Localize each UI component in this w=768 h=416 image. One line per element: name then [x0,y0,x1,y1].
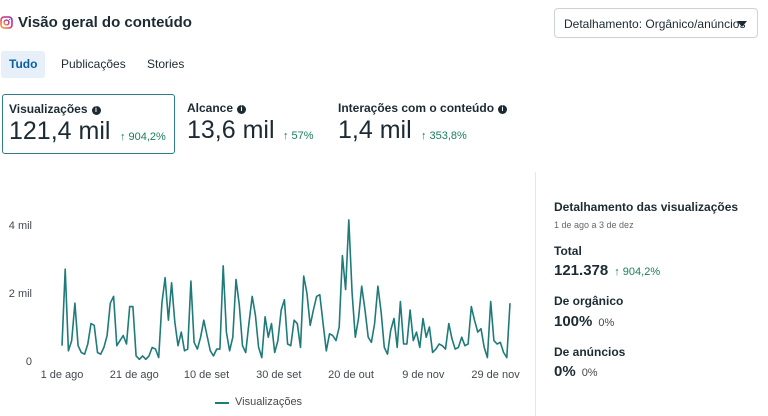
y-tick-label: 4 mil [9,220,32,232]
x-tick-label: 29 de nov [471,369,520,381]
instagram-icon [0,16,13,29]
organic-sub: 0% [598,317,615,329]
metric-change: ↑ 353,8% [421,130,467,142]
organic-label: De orgânico [554,294,624,308]
metric-card-interacoes[interactable]: Interações com o conteúdo i 1,4 mil ↑ 353,… [338,94,528,154]
y-tick-label: 2 mil [9,288,32,300]
metric-value: 1,4 mil [338,116,412,144]
page-title: Visão geral do conteúdo [18,14,192,31]
metric-card-alcance[interactable]: Alcance i 13,6 mil ↑ 57% [187,94,327,154]
tab-tudo[interactable]: Tudo [1,51,46,78]
metric-change: ↑ 57% [283,130,314,142]
metric-label: Alcance i [187,101,247,115]
metric-value: 121,4 mil [9,117,111,145]
total-label: Total [554,244,582,258]
info-icon[interactable]: i [237,105,247,114]
caret-down-icon [737,21,747,27]
ads-value: 0% 0% [554,363,598,380]
vertical-divider [535,172,536,416]
header: Visão geral do conteúdo Detalhamento: Or… [0,0,768,48]
total-value: 121.378 ↑ 904,2% [554,262,661,279]
breakdown-date-range: 1 de ago a 3 de dez [554,220,634,230]
breakdown-dropdown[interactable]: Detalhamento: Orgânico/anúncios [554,8,758,38]
legend-label: Visualizações [235,396,303,408]
x-tick-label: 30 de set [256,369,301,381]
y-tick-label: 0 [26,356,32,368]
metric-label: Visualizações i [9,102,101,116]
metric-change: ↑ 904,2% [120,131,166,143]
y-axis: 0 2 mil 4 mil [9,220,32,368]
x-tick-label: 10 de set [184,369,229,381]
arrow-up-icon: ↑ [120,131,126,143]
arrow-up-icon: ↑ [421,130,427,142]
legend-swatch [215,402,229,404]
x-tick-label: 20 de out [328,369,374,381]
tab-stories[interactable]: Stories [147,57,185,71]
info-icon[interactable]: i [91,106,101,115]
series-line-visualizacoes[interactable] [61,219,511,361]
metric-value: 13,6 mil [187,116,275,144]
x-tick-label: 1 de ago [41,369,84,381]
breakdown-title: Detalhamento das visualizações [554,200,739,214]
arrow-up-icon: ↑ [614,266,623,278]
x-axis: 1 de ago 21 de ago 10 de set 30 de set 20 de… [41,369,521,381]
x-tick-label: 9 de nov [402,369,445,381]
organic-value: 100% 0% [554,313,615,330]
total-change: ↑ 904,2% [614,266,661,278]
metric-label: Interações com o conteúdo i [338,101,508,115]
ads-label: De anúncios [554,345,626,359]
ads-sub: 0% [581,367,598,379]
views-line-chart[interactable]: 0 2 mil 4 mil 1 de ago 21 de ago 10 de set 30… [0,200,530,390]
dropdown-label: Detalhamento: Orgânico/anúncios [564,17,746,31]
tab-publicacoes[interactable]: Publicações [61,57,126,71]
metric-card-visualizacoes[interactable]: Visualizações i 121,4 mil ↑ 904,2% [2,94,175,154]
info-icon[interactable]: i [498,105,508,114]
arrow-up-icon: ↑ [283,130,289,142]
x-tick-label: 21 de ago [110,369,159,381]
